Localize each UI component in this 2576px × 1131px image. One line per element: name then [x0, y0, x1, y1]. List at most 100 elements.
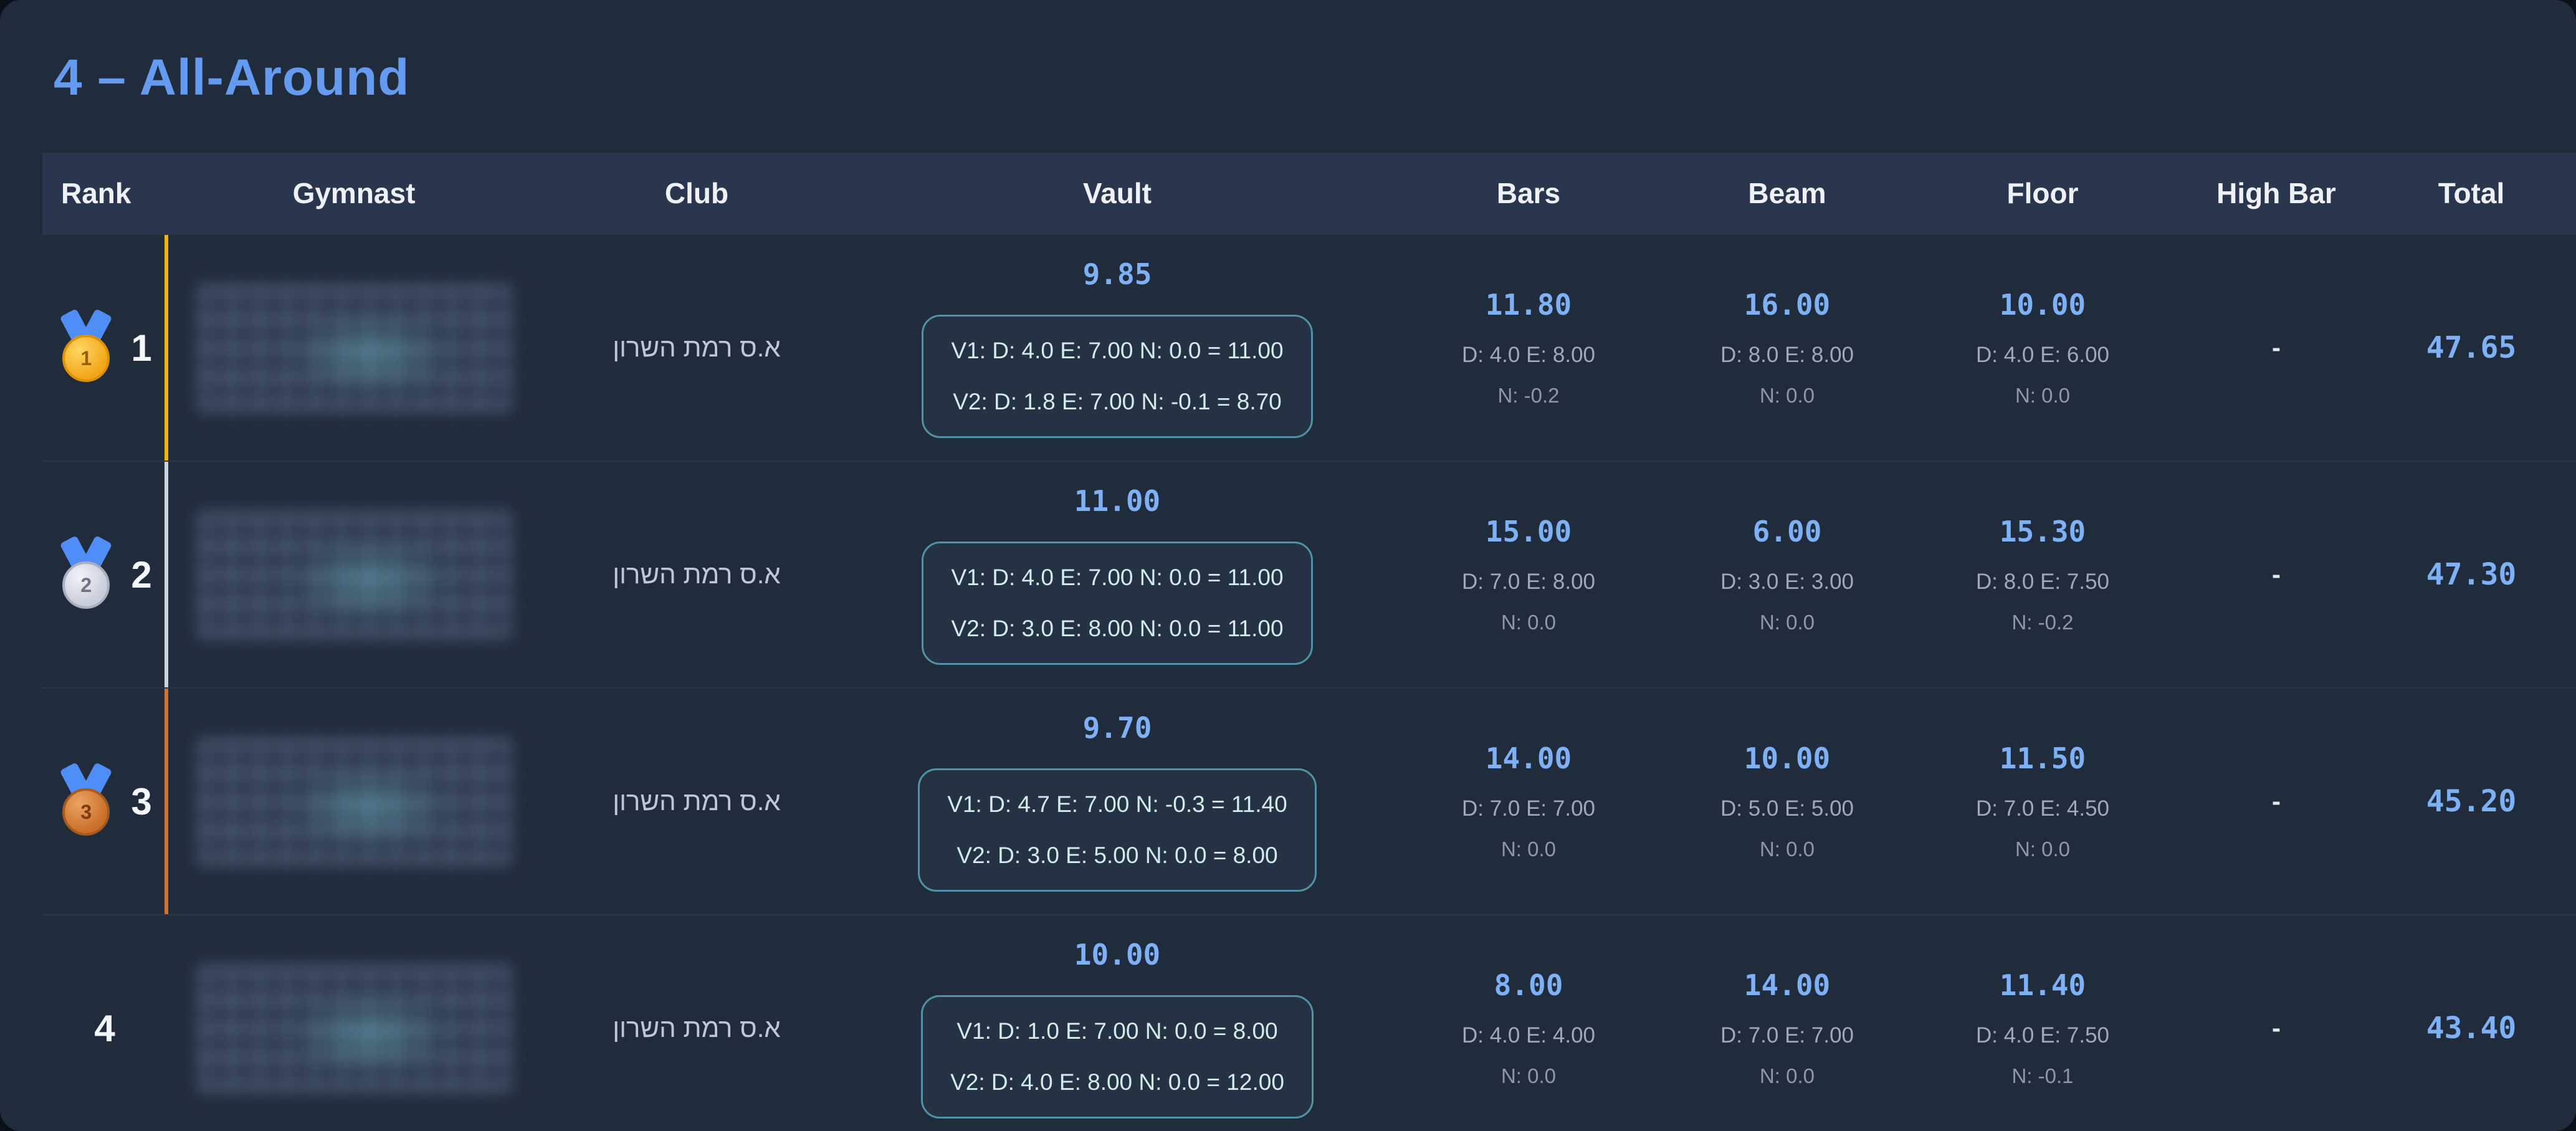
vault-cell: 10.00 V1: D: 1.0 E: 7.00 N: 0.0 = 8.00 V…: [852, 915, 1382, 1131]
bars-score: 11.80: [1485, 288, 1572, 322]
rank-cell: 2 2: [42, 462, 167, 687]
floor-score: 11.50: [1999, 742, 2086, 775]
beam-cell: 16.00 D: 8.0 E: 8.00 N: 0.0: [1675, 235, 1899, 461]
high-bar-value: -: [2272, 560, 2281, 589]
gymnast-cell: [167, 462, 541, 687]
vault-score: 9.70: [1082, 711, 1152, 745]
bars-de-detail: D: 7.0 E: 8.00: [1461, 570, 1596, 594]
bars-de-detail: D: 4.0 E: 4.00: [1461, 1023, 1596, 1047]
beam-n-detail: N: 0.0: [1759, 838, 1815, 861]
vault-score: 11.00: [1074, 484, 1161, 518]
club-name: א.ס רמת השרון: [613, 333, 781, 362]
medal-icon: 1: [57, 308, 115, 384]
vault-detail-box: V1: D: 4.0 E: 7.00 N: 0.0 = 11.00 V2: D:…: [922, 315, 1313, 438]
high-bar-value: -: [2272, 1013, 2281, 1043]
column-header-high-bar: High Bar: [2216, 177, 2336, 209]
floor-n-detail: N: -0.1: [2011, 1064, 2074, 1087]
rank-cell: 4 4: [42, 915, 167, 1131]
floor-de-detail: D: 7.0 E: 4.50: [1975, 796, 2110, 821]
vault-v2-detail: V2: D: 3.0 E: 5.00 N: 0.0 = 8.00: [956, 842, 1278, 868]
medal-number: 1: [62, 335, 110, 382]
gymnast-name-redacted: [196, 284, 512, 412]
total-score: 47.30: [2426, 557, 2517, 592]
rank-number: 4: [94, 1007, 115, 1049]
floor-score: 10.00: [1999, 288, 2086, 322]
table-row[interactable]: 1 1 א.ס רמת השרון 9.85 V1: D: 4.0 E: 7.0…: [42, 234, 2576, 461]
bars-de-detail: D: 4.0 E: 8.00: [1461, 343, 1596, 367]
vault-v1-detail: V1: D: 1.0 E: 7.00 N: 0.0 = 8.00: [956, 1018, 1278, 1044]
total-score: 45.20: [2426, 784, 2517, 819]
table-row[interactable]: 3 3 א.ס רמת השרון 9.70 V1: D: 4.7 E: 7.0…: [42, 687, 2576, 914]
beam-de-detail: D: 3.0 E: 3.00: [1720, 570, 1854, 594]
column-header-rank: Rank: [61, 177, 131, 209]
vault-v1-detail: V1: D: 4.0 E: 7.00 N: 0.0 = 11.00: [951, 338, 1284, 363]
gymnast-name-redacted: [196, 964, 512, 1092]
bars-n-detail: N: 0.0: [1500, 1064, 1557, 1087]
floor-n-detail: N: 0.0: [2015, 384, 2071, 407]
floor-cell: 11.40 D: 4.0 E: 7.50 N: -0.1: [1899, 915, 2186, 1131]
bars-score: 14.00: [1485, 742, 1572, 775]
floor-de-detail: D: 8.0 E: 7.50: [1975, 570, 2110, 594]
rank-accent-bar: [165, 462, 168, 687]
total-score: 47.65: [2426, 330, 2517, 365]
table-row[interactable]: 4 4 א.ס רמת השרון 10.00 V1: D: 1.0 E: 7.…: [42, 914, 2576, 1131]
vault-v1-detail: V1: D: 4.7 E: 7.00 N: -0.3 = 11.40: [947, 791, 1287, 817]
total-score: 43.40: [2426, 1011, 2517, 1046]
beam-score: 16.00: [1744, 288, 1831, 322]
medal-icon: 3: [57, 762, 115, 838]
rank-number: 3: [131, 780, 152, 823]
rank-number: 2: [131, 553, 152, 596]
vault-detail-box: V1: D: 4.7 E: 7.00 N: -0.3 = 11.40 V2: D…: [918, 768, 1317, 892]
club-name: א.ס רמת השרון: [613, 560, 781, 589]
rank-accent-bar: [165, 235, 168, 461]
floor-cell: 15.30 D: 8.0 E: 7.50 N: -0.2: [1899, 462, 2186, 687]
column-header-club: Club: [664, 177, 729, 209]
floor-n-detail: N: -0.2: [2011, 611, 2074, 634]
gymnast-cell: [167, 915, 541, 1131]
beam-cell: 6.00 D: 3.0 E: 3.00 N: 0.0: [1675, 462, 1899, 687]
rank-number: 1: [131, 327, 152, 369]
beam-score: 14.00: [1744, 968, 1831, 1002]
bars-n-detail: N: 0.0: [1500, 838, 1557, 861]
page-title: 4 – All-Around: [54, 49, 410, 106]
vault-detail-box: V1: D: 4.0 E: 7.00 N: 0.0 = 11.00 V2: D:…: [922, 542, 1313, 665]
floor-score: 15.30: [1999, 515, 2086, 548]
vault-score: 10.00: [1074, 938, 1161, 971]
club-name: א.ס רמת השרון: [613, 786, 781, 816]
medal-number: 3: [62, 788, 110, 836]
beam-n-detail: N: 0.0: [1759, 611, 1815, 634]
medal-icon: 2: [57, 535, 115, 611]
vault-detail-box: V1: D: 1.0 E: 7.00 N: 0.0 = 8.00 V2: D: …: [921, 995, 1314, 1119]
bars-n-detail: N: -0.2: [1497, 384, 1560, 407]
vault-score: 9.85: [1082, 257, 1152, 291]
gymnast-name-redacted: [196, 510, 512, 639]
beam-cell: 14.00 D: 7.0 E: 7.00 N: 0.0: [1675, 915, 1899, 1131]
floor-cell: 11.50 D: 7.0 E: 4.50 N: 0.0: [1899, 689, 2186, 914]
column-header-beam: Beam: [1748, 177, 1826, 209]
vault-v2-detail: V2: D: 1.8 E: 7.00 N: -0.1 = 8.70: [953, 389, 1282, 414]
rank-cell: 3 3: [42, 689, 167, 914]
club-name: א.ס רמת השרון: [613, 1013, 781, 1043]
bars-score: 8.00: [1494, 968, 1563, 1002]
beam-de-detail: D: 7.0 E: 7.00: [1720, 1023, 1854, 1047]
medal-number: 2: [62, 561, 110, 609]
beam-score: 10.00: [1744, 742, 1831, 775]
beam-score: 6.00: [1752, 515, 1822, 548]
bars-de-detail: D: 7.0 E: 7.00: [1461, 796, 1596, 821]
table-row[interactable]: 2 2 א.ס רמת השרון 11.00 V1: D: 4.0 E: 7.…: [42, 461, 2576, 687]
high-bar-value: -: [2272, 786, 2281, 816]
column-header-vault: Vault: [1083, 177, 1152, 209]
gymnast-cell: [167, 235, 541, 461]
column-header-bars: Bars: [1496, 177, 1561, 209]
bars-cell: 15.00 D: 7.0 E: 8.00 N: 0.0: [1382, 462, 1675, 687]
beam-de-detail: D: 5.0 E: 5.00: [1720, 796, 1854, 821]
floor-cell: 10.00 D: 4.0 E: 6.00 N: 0.0: [1899, 235, 2186, 461]
gymnast-cell: [167, 689, 541, 914]
table-header-row: Rank Gymnast Club Vault Bars Beam Floor High Ba…: [42, 153, 2576, 234]
vault-cell: 9.70 V1: D: 4.7 E: 7.00 N: -0.3 = 11.40 …: [852, 689, 1382, 914]
vault-v1-detail: V1: D: 4.0 E: 7.00 N: 0.0 = 11.00: [951, 565, 1284, 590]
rank-accent-bar: [165, 689, 168, 914]
beam-cell: 10.00 D: 5.0 E: 5.00 N: 0.0: [1675, 689, 1899, 914]
bars-cell: 11.80 D: 4.0 E: 8.00 N: -0.2: [1382, 235, 1675, 461]
